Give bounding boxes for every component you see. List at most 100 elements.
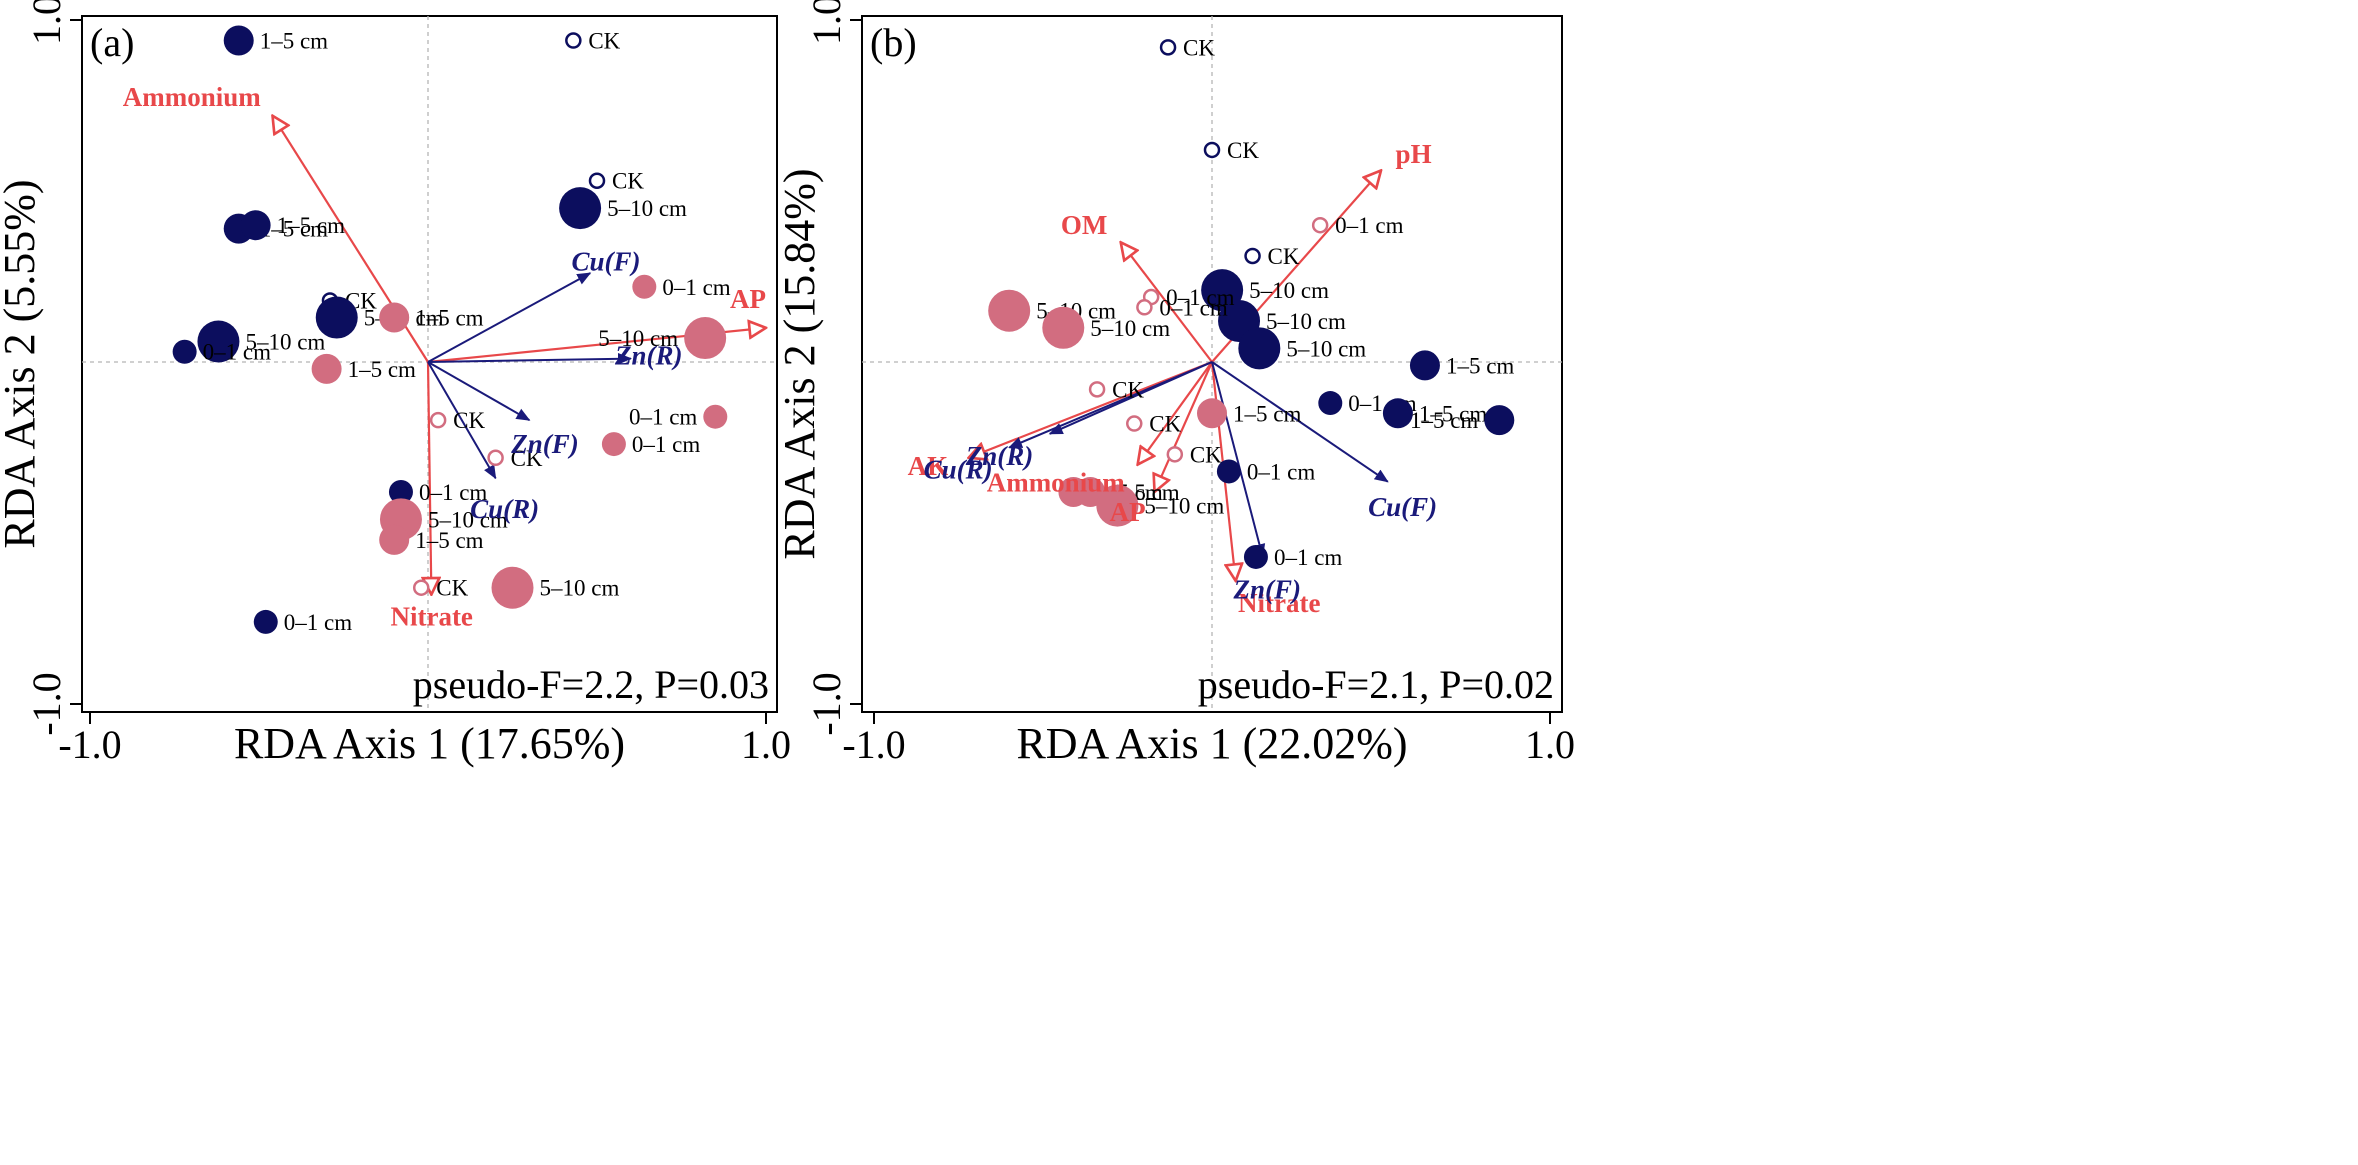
env-vector-label: AP [1110, 497, 1146, 527]
species-vector-znf [427, 361, 531, 422]
point-label: 0–1 cm [284, 610, 352, 635]
y-axis-title: RDA Axis 2 (15.84%) [775, 168, 824, 559]
sample-point [1088, 381, 1106, 398]
rda-plot-a: -1.0 1.0 1.0 -1.0 RDA Axis 1 (17.65%) RDA Axi… [0, 0, 791, 768]
point-label: 5–10 cm [1144, 494, 1224, 519]
sample-point [1318, 391, 1343, 416]
sample-point [1238, 327, 1281, 370]
env-vector-label: AK [908, 451, 949, 481]
sample-point [240, 210, 271, 241]
species-vector-label: Cu(R) [924, 454, 993, 484]
species-vector-cuf [1211, 361, 1389, 483]
point-label: CK [436, 576, 468, 601]
point-label: 1–5 cm [348, 357, 416, 382]
point-label: 1–5 cm [415, 528, 483, 553]
point-label: CK [1112, 377, 1144, 402]
species-vector-cur [427, 361, 497, 480]
sample-point [197, 320, 240, 363]
point-label: 5–10 cm [428, 507, 508, 532]
sample-point [588, 172, 606, 189]
sample-point [1096, 484, 1139, 527]
panel-label: (a) [90, 20, 134, 65]
point-label: 1–5 cm [277, 213, 345, 238]
species-vector-znr [1048, 361, 1213, 435]
point-label: CK [588, 29, 620, 54]
sample-point [1484, 405, 1515, 436]
y-tick-label: -1.0 [804, 672, 849, 735]
point-label: CK [1149, 412, 1181, 437]
env-vector-label: AP [730, 284, 766, 314]
env-vector-ap [1155, 361, 1214, 492]
sample-point [632, 274, 657, 299]
sample-point [388, 479, 413, 504]
sample-point [412, 579, 430, 596]
point-label: 1–5 cm [260, 217, 328, 242]
sample-point [565, 32, 582, 49]
x-axis-title: RDA Axis 1 (22.02%) [1016, 719, 1407, 768]
env-vector-label: Nitrate [390, 602, 472, 632]
sample-point [1042, 306, 1085, 349]
point-label: 1–5 cm [1446, 353, 1514, 378]
point-label: 5–10 cm [540, 576, 620, 601]
species-vector-label: Zn(F) [1232, 574, 1301, 604]
y-tick-label: 1.0 [24, 0, 69, 45]
species-vector-label: Cu(R) [470, 494, 539, 524]
point-label: 5–10 cm [607, 196, 687, 221]
sample-point [491, 566, 534, 609]
sample-point [1409, 350, 1440, 381]
point-label: 1–5 cm [1233, 401, 1301, 426]
species-vector-label: Zn(R) [614, 340, 683, 370]
sample-point [223, 25, 254, 56]
species-vector-cuf [427, 272, 592, 363]
point-label: 0–1 cm [629, 405, 697, 430]
point-label: 0–1 cm [1335, 213, 1403, 238]
x-tick-label: -1.0 [842, 722, 905, 767]
point-label: 0–1 cm [419, 480, 487, 505]
sample-point [1197, 398, 1227, 429]
point-label: CK [1190, 442, 1222, 467]
point-label: CK [612, 169, 644, 194]
env-vector-label: Ammonium [987, 467, 1126, 497]
sample-point [1382, 398, 1413, 429]
env-vector-label: pH [1396, 139, 1432, 169]
point-label: 0–1 cm [632, 432, 700, 457]
species-vector-znf [1211, 361, 1266, 559]
point-label: 0–1 cm [203, 340, 271, 365]
sample-point [988, 289, 1031, 332]
sample-point [172, 339, 197, 364]
sample-point [253, 609, 278, 634]
stats-annotation: pseudo-F=2.1, P=0.02 [1198, 662, 1554, 707]
point-label: CK [1227, 138, 1259, 163]
point-label: 5–10 cm [245, 329, 325, 354]
sample-point [379, 524, 410, 555]
species-vector-label: Zn(F) [510, 429, 579, 459]
point-label: 0–1 cm [1247, 459, 1315, 484]
point-label: 0–1 cm [1274, 545, 1342, 570]
sample-point [1201, 269, 1244, 312]
point-label: 5–10 cm [1249, 278, 1329, 303]
sample-point [1216, 459, 1241, 484]
sample-point [315, 296, 358, 339]
sample-point [1311, 216, 1329, 234]
x-tick-label: 1.0 [1525, 722, 1575, 767]
y-axis-title: RDA Axis 2 (5.55%) [0, 179, 44, 548]
env-vector-nitrate [428, 361, 431, 595]
sample-point [1203, 141, 1221, 159]
point-label: 5–10 cm [1266, 309, 1346, 334]
species-vector-label: Cu(F) [1368, 492, 1437, 522]
sample-point [1136, 299, 1153, 316]
sample-point [1126, 415, 1143, 432]
sample-point [1166, 446, 1184, 463]
sample-point [379, 302, 410, 333]
y-tick-label: -1.0 [24, 672, 69, 735]
panel-label: (b) [870, 20, 917, 65]
species-vector-label: Cu(F) [572, 246, 641, 276]
point-label: 1–5 cm [1410, 408, 1478, 433]
env-vector-label: Ammonium [123, 82, 262, 112]
sample-point [559, 187, 602, 230]
point-label: 1–5 cm [415, 306, 483, 331]
point-label: 0–1 cm [662, 275, 730, 300]
sample-point [429, 411, 447, 429]
sample-point [311, 353, 342, 384]
point-label: CK [1268, 244, 1300, 269]
